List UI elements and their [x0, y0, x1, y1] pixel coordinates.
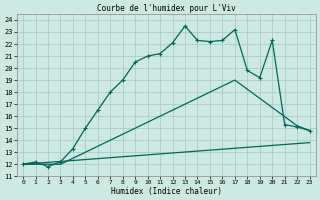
- X-axis label: Humidex (Indice chaleur): Humidex (Indice chaleur): [111, 187, 222, 196]
- Title: Courbe de l'humidex pour L'Viv: Courbe de l'humidex pour L'Viv: [97, 4, 236, 13]
